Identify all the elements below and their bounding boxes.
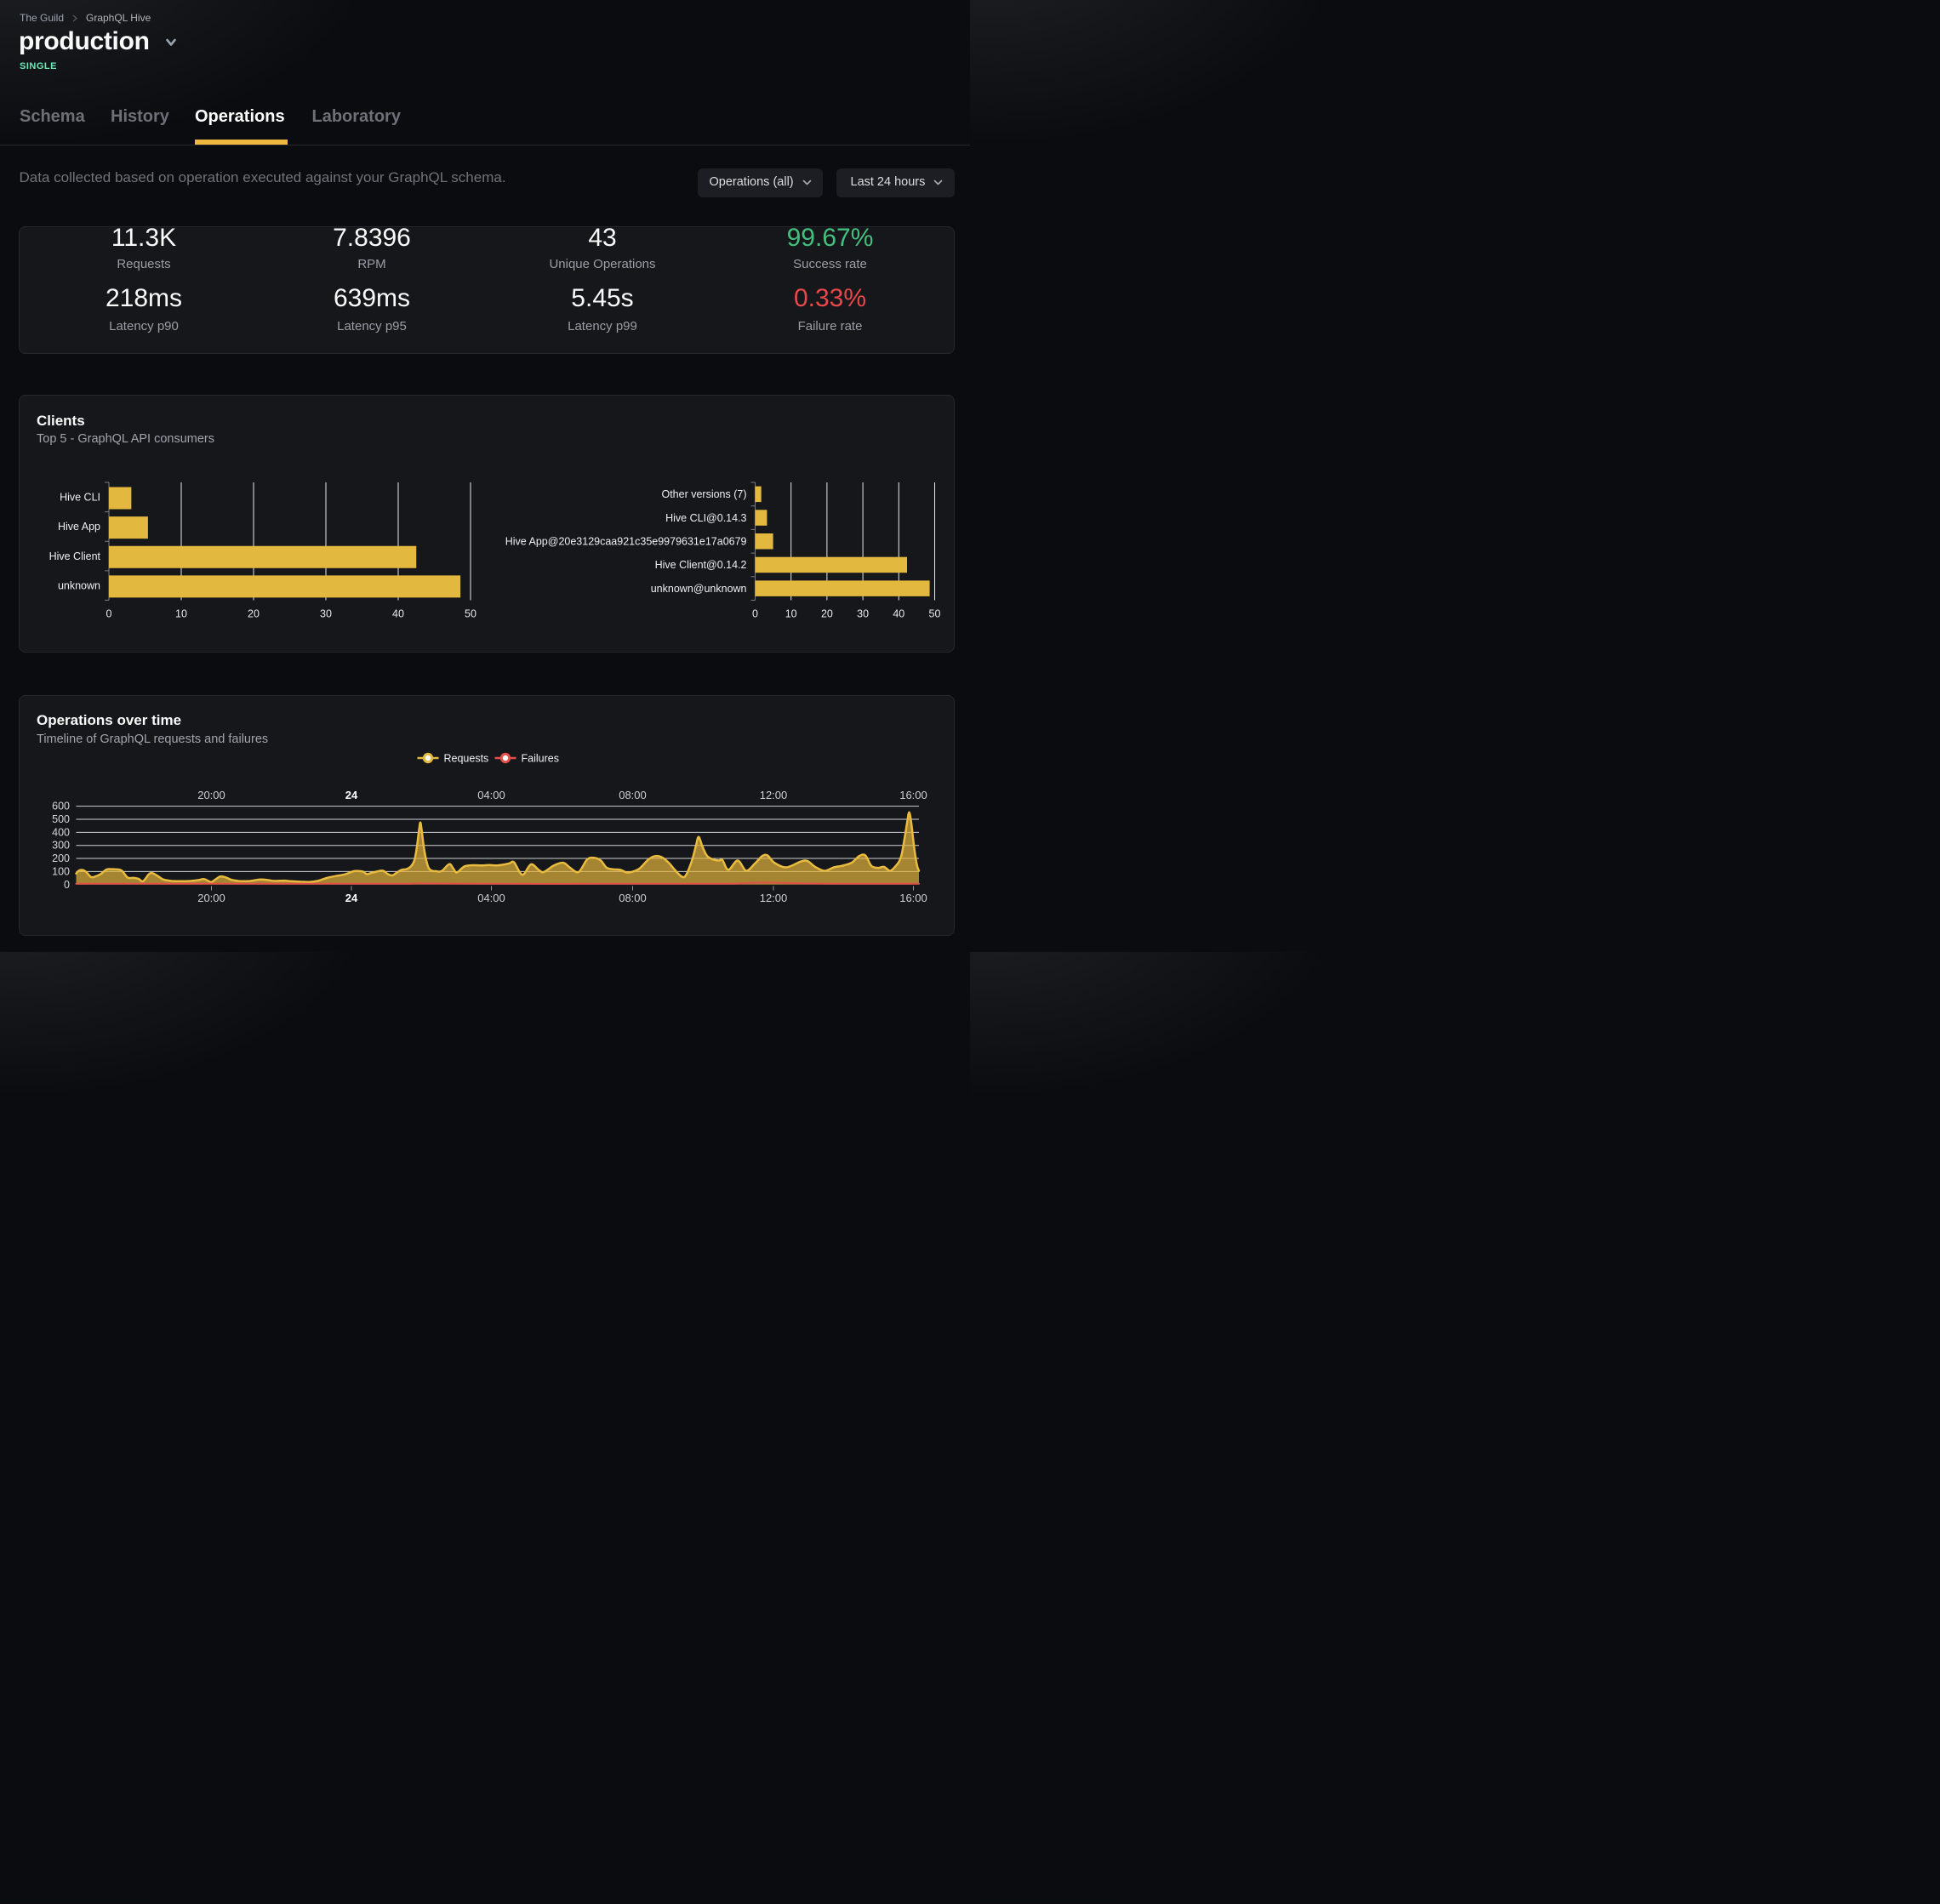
- svg-text:0: 0: [64, 879, 70, 891]
- svg-text:Requests: Requests: [444, 752, 489, 764]
- svg-text:50: 50: [465, 608, 476, 620]
- svg-text:Other versions (7): Other versions (7): [661, 488, 746, 500]
- svg-text:Hive Client: Hive Client: [49, 550, 101, 562]
- svg-text:10: 10: [175, 608, 187, 620]
- svg-text:24: 24: [345, 789, 358, 801]
- svg-text:12:00: 12:00: [760, 789, 788, 801]
- svg-text:30: 30: [857, 608, 869, 620]
- svg-text:50: 50: [929, 608, 941, 620]
- svg-text:Hive App: Hive App: [58, 521, 100, 533]
- svg-text:10: 10: [785, 608, 797, 620]
- svg-text:20:00: 20:00: [197, 789, 225, 801]
- svg-text:200: 200: [52, 852, 70, 864]
- svg-text:100: 100: [52, 865, 70, 877]
- svg-text:12:00: 12:00: [760, 892, 788, 904]
- svg-text:unknown@unknown: unknown@unknown: [651, 583, 747, 595]
- svg-text:16:00: 16:00: [899, 892, 927, 904]
- svg-text:500: 500: [52, 813, 70, 825]
- svg-text:04:00: 04:00: [477, 892, 505, 904]
- svg-text:40: 40: [893, 608, 904, 620]
- svg-text:24: 24: [345, 892, 358, 904]
- svg-text:04:00: 04:00: [477, 789, 505, 801]
- svg-text:08:00: 08:00: [619, 892, 647, 904]
- svg-text:Hive Client@0.14.2: Hive Client@0.14.2: [655, 559, 747, 571]
- svg-text:unknown: unknown: [58, 579, 100, 591]
- svg-text:0: 0: [752, 608, 758, 620]
- svg-text:20: 20: [821, 608, 833, 620]
- svg-text:600: 600: [52, 801, 70, 812]
- svg-text:Hive CLI@0.14.3: Hive CLI@0.14.3: [665, 512, 746, 524]
- svg-text:0: 0: [106, 608, 112, 620]
- svg-text:400: 400: [52, 826, 70, 838]
- svg-text:40: 40: [392, 608, 404, 620]
- svg-text:Failures: Failures: [522, 752, 559, 764]
- svg-text:20: 20: [248, 608, 260, 620]
- svg-text:30: 30: [320, 608, 332, 620]
- svg-text:08:00: 08:00: [619, 789, 647, 801]
- svg-text:300: 300: [52, 840, 70, 852]
- svg-text:16:00: 16:00: [899, 789, 927, 801]
- svg-text:Hive CLI: Hive CLI: [60, 492, 100, 504]
- svg-text:20:00: 20:00: [197, 892, 225, 904]
- svg-text:Hive App@20e3129caa921c35e9979: Hive App@20e3129caa921c35e9979631e17a067…: [505, 535, 747, 547]
